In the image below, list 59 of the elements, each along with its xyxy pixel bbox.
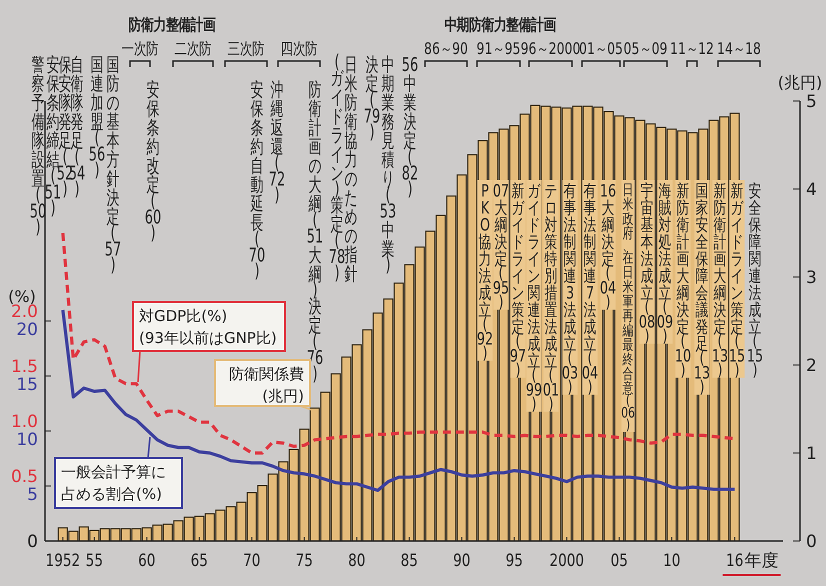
x-tick-label: 1952 — [46, 550, 80, 570]
y3-axis-title: (兆円) — [778, 73, 822, 92]
text: 安全保障関連法成立(15) — [746, 180, 764, 380]
x-tick-label: 55 — [86, 550, 103, 570]
x-tick-label: 10 — [663, 550, 680, 570]
text: (ガイドライン)策定(78) — [328, 50, 346, 284]
text: 対GDP比(%) — [139, 307, 228, 325]
x-tick-label: 2000 — [549, 550, 584, 570]
y3-tick-label: 5 — [806, 92, 817, 112]
text: 01～05 — [579, 40, 623, 58]
y2-tick-label: 15 — [16, 375, 38, 395]
text: 05～09 — [624, 40, 668, 58]
y3-tick-label: 0 — [806, 532, 817, 552]
y2-tick-label: 5 — [27, 485, 38, 505]
x-tick-label: 70 — [243, 550, 260, 570]
text: 二次防 — [174, 40, 212, 58]
text: 安保条約自動延長(70) — [248, 78, 266, 282]
x-tick-label: 65 — [190, 550, 208, 570]
annotation: 決定(79) — [364, 54, 380, 143]
x-tick-label: 05 — [610, 550, 628, 570]
annotation: 56中業決定(82) — [402, 54, 418, 200]
x-tick-label: 60 — [138, 550, 156, 570]
y2-tick-label: 10 — [16, 430, 38, 450]
text: 11～12 — [670, 40, 714, 58]
text: 防衛力整備計画 — [128, 16, 216, 34]
text: 96～2000 — [520, 40, 580, 58]
text: 91～95 — [476, 40, 520, 58]
x-axis-title: 年度 — [744, 551, 779, 571]
text: 中期業務見積り(53中業) — [380, 54, 396, 276]
y2-tick-label: 20 — [16, 320, 38, 340]
series-label: 防衛関係費(兆円) — [229, 365, 304, 405]
y-axis-title: (%) — [8, 287, 36, 306]
text: 中期防衛力整備計画 — [444, 16, 556, 34]
text: 安保条約改定(60) — [144, 78, 162, 244]
y-tick-label: 1.0 — [10, 412, 38, 432]
y-tick-label: 1.5 — [10, 357, 38, 377]
y3-tick-label: 1 — [806, 444, 817, 464]
x-tick-label: 85 — [400, 550, 418, 570]
y-tick-label: 0 — [27, 532, 38, 552]
text: 日米防衛協力のための指針 — [344, 54, 358, 285]
annotation: 沖縄返還(72) — [268, 78, 286, 206]
text: 国防の基本方針決定(57) — [104, 54, 122, 276]
x-tick-label: 16 — [726, 550, 744, 570]
y3-tick-label: 4 — [806, 180, 817, 200]
legend-label: 一般会計予算に占める割合(%) — [61, 463, 166, 503]
text: 四次防 — [280, 40, 318, 58]
y3-tick-label: 3 — [806, 268, 817, 288]
y-tick-label: 0.5 — [10, 467, 38, 487]
x-tick-label: 95 — [506, 550, 523, 570]
x-tick-label: 80 — [348, 550, 366, 570]
text: 一次防 — [122, 40, 158, 58]
annotation: (93年以前はGNP比) — [139, 329, 277, 347]
x-tick-label: 75 — [296, 550, 313, 570]
x-tick-label: 90 — [453, 550, 470, 570]
annotation: 国連加盟(56) — [88, 54, 106, 181]
text: 三次防 — [228, 40, 264, 58]
y3-tick-label: 2 — [806, 356, 817, 376]
text: 86～90 — [424, 40, 468, 58]
text: 14～18 — [717, 40, 761, 58]
